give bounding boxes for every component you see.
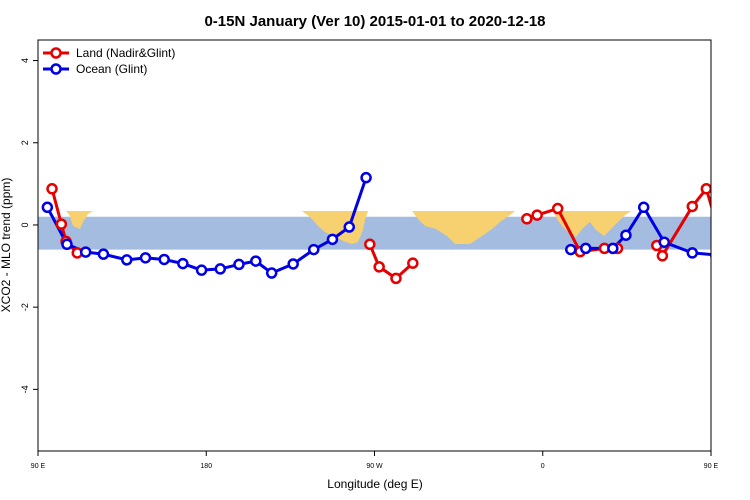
ocean-data-point xyxy=(607,242,619,255)
ocean-data-point xyxy=(343,221,356,233)
land-data-point xyxy=(407,257,419,269)
ocean-data-point xyxy=(326,233,339,246)
ocean-data-point xyxy=(250,255,262,267)
x-axis: 90 E 180 90 W 0 90 E xyxy=(31,451,719,470)
ocean-data-point xyxy=(121,254,133,266)
land-data-point xyxy=(373,261,385,273)
ocean-data-point xyxy=(307,243,320,256)
y-tick-label: 4 xyxy=(20,58,30,63)
plot-area xyxy=(38,171,748,285)
land-shape xyxy=(553,211,631,237)
ocean-data-point xyxy=(658,236,671,248)
ocean-data-point xyxy=(233,258,245,271)
land-series-line xyxy=(368,243,414,280)
ocean-data-point xyxy=(79,246,92,258)
ocean-data-point xyxy=(214,263,227,275)
land-data-point xyxy=(364,238,376,251)
ocean-data-point xyxy=(709,251,711,259)
y-axis: 4 2 0 -2 -4 xyxy=(20,58,38,393)
x-axis-label: Longitude (deg E) xyxy=(327,477,422,491)
ocean-data-point xyxy=(265,267,278,279)
series-points xyxy=(41,171,748,285)
legend: Land (Nadir&Glint) Ocean (Glint) xyxy=(43,46,175,76)
x-tick-label: 180 xyxy=(200,463,212,470)
legend-land-label: Land (Nadir&Glint) xyxy=(76,46,175,60)
land-data-point xyxy=(531,209,543,221)
ocean-data-point xyxy=(620,229,632,241)
land-data-point xyxy=(46,183,58,195)
land-data-point xyxy=(731,248,740,257)
y-tick-label: 0 xyxy=(20,222,30,227)
x-tick-label: 0 xyxy=(541,463,545,470)
ocean-data-point xyxy=(158,253,170,266)
y-axis-label: XCO2 - MLO trend (ppm) xyxy=(0,178,13,313)
legend-ocean-label: Ocean (Glint) xyxy=(76,62,147,76)
ocean-data-point xyxy=(565,243,577,256)
land-data-point xyxy=(55,218,68,230)
ocean-data-point xyxy=(177,257,189,270)
land-data-point xyxy=(700,183,711,195)
ocean-data-point xyxy=(287,258,299,270)
x-tick-label: 90 W xyxy=(366,463,383,470)
x-tick-label: 90 E xyxy=(31,463,46,470)
y-tick-label: -2 xyxy=(20,303,30,311)
y-tick-label: 2 xyxy=(20,140,30,145)
ocean-data-point xyxy=(139,252,152,264)
ocean-data-point xyxy=(97,248,110,260)
chart-title: 0-15N January (Ver 10) 2015-01-01 to 202… xyxy=(204,13,545,30)
land-data-point xyxy=(656,250,669,262)
land-data-point xyxy=(390,272,402,285)
legend-ocean-marker xyxy=(50,63,62,75)
land-data-point xyxy=(710,222,711,226)
ocean-data-point xyxy=(739,255,748,264)
land-data-point xyxy=(686,200,699,213)
ocean-data-point xyxy=(360,171,372,184)
land-shape xyxy=(412,211,515,244)
ocean-data-point xyxy=(637,201,650,214)
ocean-data-point xyxy=(61,238,73,251)
ocean-data-point xyxy=(195,264,208,276)
land-data-point xyxy=(521,213,533,225)
ocean-data-point xyxy=(686,247,699,259)
ocean-data-point xyxy=(41,201,54,214)
y-tick-label: -4 xyxy=(20,385,30,393)
x-tick-label: 90 E xyxy=(704,463,719,470)
land-shape xyxy=(66,211,93,229)
land-data-point xyxy=(551,202,564,215)
ocean-data-point xyxy=(579,242,592,255)
legend-land-marker xyxy=(50,47,62,59)
